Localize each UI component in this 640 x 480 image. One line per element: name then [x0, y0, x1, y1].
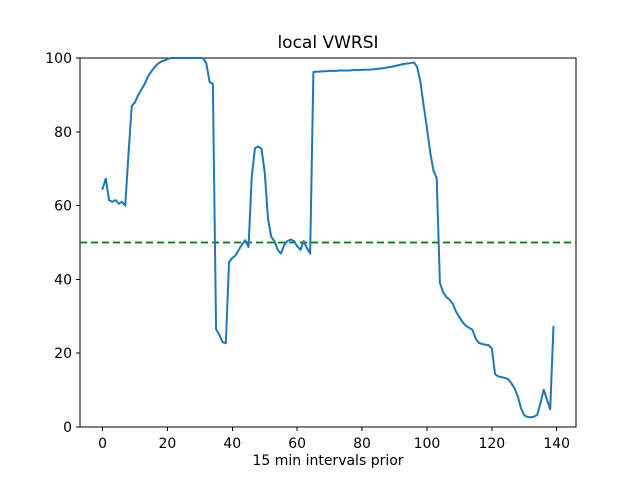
y-tick-label: 60 [54, 199, 72, 215]
x-tick-label: 140 [543, 436, 570, 452]
y-tick-label: 40 [54, 272, 72, 288]
y-tick-label: 80 [54, 125, 72, 141]
plot-lines [80, 57, 576, 419]
y-tick-label: 20 [54, 346, 72, 362]
chart-title: local VWRSI [277, 33, 378, 53]
axis-ticks: 0 20 40 60 80 100 120 140 0 20 40 60 80 100 [45, 51, 570, 452]
y-tick-label: 0 [63, 420, 72, 436]
series-line [101, 57, 555, 419]
x-tick-label: 60 [288, 436, 306, 452]
x-tick-label: 0 [98, 436, 107, 452]
x-tick-label: 120 [478, 436, 505, 452]
x-tick-label: 100 [414, 436, 441, 452]
x-tick-label: 40 [223, 436, 241, 452]
x-tick-label: 80 [353, 436, 371, 452]
x-tick-label: 20 [159, 436, 177, 452]
x-axis-label: 15 min intervals prior [252, 453, 403, 469]
y-tick-label: 100 [45, 51, 72, 67]
